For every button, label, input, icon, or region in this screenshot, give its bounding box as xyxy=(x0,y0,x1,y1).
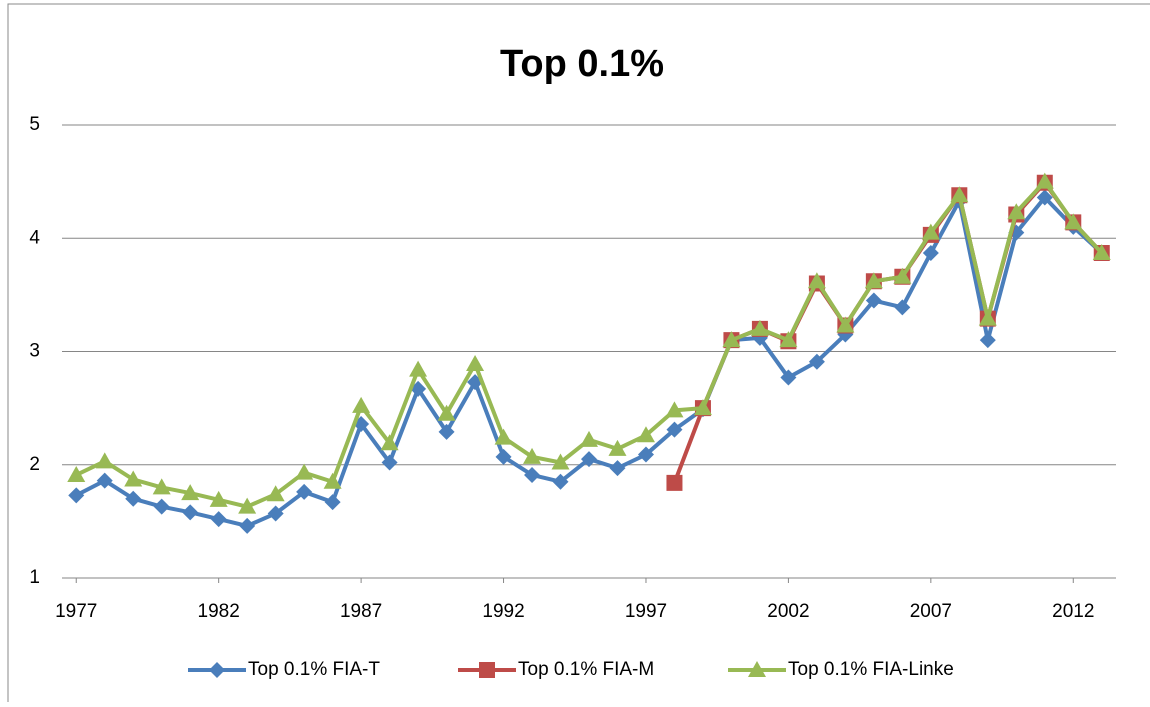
marker xyxy=(67,465,86,482)
marker xyxy=(665,401,684,418)
marker xyxy=(239,517,256,534)
marker xyxy=(780,369,797,386)
marker xyxy=(153,498,170,515)
marker xyxy=(779,331,798,348)
marker xyxy=(438,423,455,440)
x-tick-label: 2007 xyxy=(910,601,952,622)
legend-label: Top 0.1% FIA-Linke xyxy=(788,659,954,680)
marker xyxy=(608,439,627,456)
marker xyxy=(808,353,825,370)
marker xyxy=(1036,189,1053,206)
marker xyxy=(693,399,712,416)
marker xyxy=(238,497,257,514)
x-tick-label: 1982 xyxy=(198,601,240,622)
legend-marker xyxy=(748,661,766,677)
marker xyxy=(1007,203,1026,220)
marker xyxy=(324,494,341,511)
marker xyxy=(580,430,598,447)
marker xyxy=(267,505,284,522)
marker xyxy=(864,272,883,289)
legend-label: Top 0.1% FIA-M xyxy=(518,659,654,680)
marker xyxy=(921,223,940,240)
x-tick-label: 1977 xyxy=(55,601,97,622)
chart-title: Top 0.1% xyxy=(500,43,664,85)
marker xyxy=(96,472,113,489)
marker xyxy=(581,451,597,468)
x-tick-label: 1992 xyxy=(482,601,524,622)
legend-marker xyxy=(209,662,225,678)
legend-label: Top 0.1% FIA-T xyxy=(248,659,380,680)
marker xyxy=(551,453,570,470)
y-tick-label: 2 xyxy=(29,454,40,475)
marker xyxy=(494,428,513,445)
marker xyxy=(523,447,542,464)
series-line xyxy=(75,195,1104,528)
y-tick-label: 4 xyxy=(29,227,40,248)
marker xyxy=(266,485,285,502)
marker xyxy=(722,331,741,348)
marker xyxy=(978,309,997,326)
legend-marker xyxy=(479,662,495,678)
y-tick-label: 5 xyxy=(29,114,40,135)
marker xyxy=(381,454,398,471)
marker xyxy=(524,466,541,483)
marker xyxy=(466,354,485,371)
marker xyxy=(95,452,114,469)
marker xyxy=(409,360,428,377)
marker xyxy=(750,319,769,336)
marker xyxy=(495,448,512,465)
marker xyxy=(609,460,626,477)
marker xyxy=(552,473,569,490)
marker xyxy=(296,483,313,500)
marker xyxy=(437,404,456,421)
marker xyxy=(68,487,85,504)
marker xyxy=(836,316,855,333)
marker xyxy=(182,504,199,521)
x-tick-label: 1987 xyxy=(340,601,382,622)
marker xyxy=(1092,243,1111,260)
marker xyxy=(1064,213,1083,230)
x-tick-label: 1997 xyxy=(625,601,667,622)
marker xyxy=(380,434,399,451)
y-tick-label: 1 xyxy=(29,567,40,588)
marker xyxy=(181,484,200,501)
marker xyxy=(125,490,142,507)
marker xyxy=(152,478,171,495)
marker xyxy=(666,421,683,438)
marker xyxy=(124,470,143,487)
marker xyxy=(210,511,227,528)
marker xyxy=(323,472,342,489)
marker xyxy=(894,299,911,316)
marker xyxy=(666,474,683,491)
chart-border xyxy=(7,3,1150,707)
marker xyxy=(979,332,996,349)
marker xyxy=(209,490,228,507)
marker xyxy=(295,463,314,480)
x-tick-label: 2002 xyxy=(767,601,809,622)
marker xyxy=(637,446,654,463)
marker xyxy=(922,244,939,261)
marker xyxy=(636,426,655,443)
marker xyxy=(893,267,912,284)
y-tick-label: 3 xyxy=(29,341,40,362)
marker xyxy=(865,292,882,309)
marker xyxy=(1035,172,1054,189)
marker xyxy=(352,396,371,413)
x-tick-label: 2012 xyxy=(1052,601,1094,622)
marker xyxy=(950,186,969,203)
marker xyxy=(807,272,826,289)
